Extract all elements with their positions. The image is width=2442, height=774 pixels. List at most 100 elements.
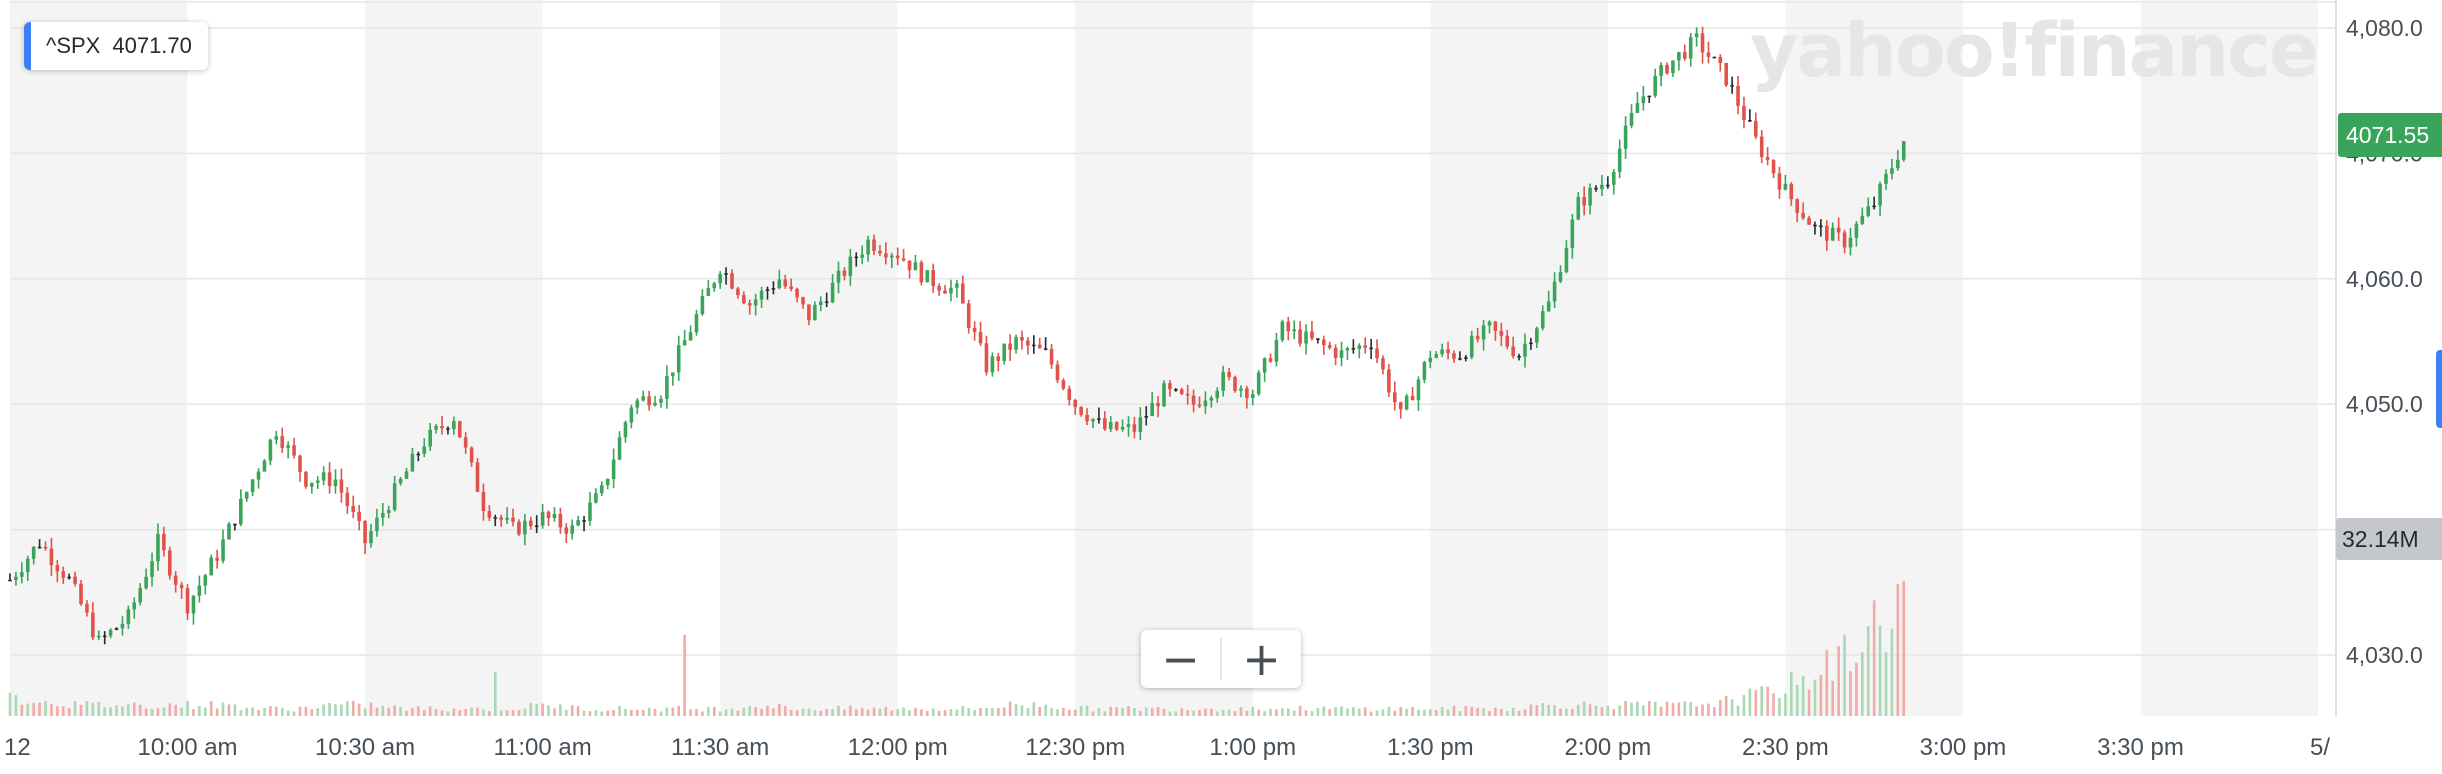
candle-body (801, 297, 805, 305)
candle-body (1759, 136, 1764, 158)
volume-bar (813, 710, 817, 716)
candle-body (167, 550, 172, 576)
candle-body (1310, 331, 1314, 339)
candle-body (1108, 422, 1113, 430)
candle-body (1292, 329, 1296, 332)
volume-bar (1281, 708, 1284, 716)
volume-bar (1819, 674, 1823, 716)
candle-body (907, 260, 912, 271)
candle-body (753, 299, 758, 306)
candle-body (1493, 321, 1498, 331)
volume-bar (387, 707, 391, 716)
candle-body (694, 314, 699, 333)
volume-bar (132, 702, 136, 716)
volume-bar (742, 708, 746, 716)
candle-body (1073, 400, 1078, 408)
volume-bar (1020, 705, 1024, 716)
volume-bar (458, 710, 462, 716)
volume-bar (973, 709, 976, 716)
candle-body (1126, 424, 1131, 427)
volume-bar (1790, 672, 1793, 716)
volume-bar (665, 707, 669, 716)
candle-body (1097, 418, 1101, 420)
candle-body (126, 609, 131, 624)
volume-bar (1423, 709, 1426, 716)
volume-bar (1872, 600, 1876, 716)
volume-bar (695, 708, 698, 716)
zoom-in-button[interactable]: + (1242, 632, 1281, 686)
candle-body (570, 525, 575, 534)
candle-body (617, 437, 622, 460)
volume-bar (1334, 707, 1337, 716)
volume-bar (340, 704, 343, 716)
volume-bar (79, 704, 83, 716)
candle-body (1641, 96, 1646, 104)
volume-bar (464, 709, 467, 716)
volume-bar (91, 702, 95, 716)
candle-body (250, 479, 255, 493)
volume-bar (1576, 704, 1580, 716)
ticker-badge[interactable]: ^SPX 4071.70 (24, 22, 208, 70)
candle-body (487, 511, 492, 518)
candle-body (1452, 353, 1456, 359)
candle-body (493, 517, 498, 519)
volume-bar (1286, 708, 1290, 716)
volume-bar (233, 704, 237, 716)
volume-bar (476, 707, 479, 716)
candle-body (966, 303, 971, 328)
volume-bar (1215, 711, 1219, 716)
candle-body (357, 512, 361, 521)
candle-body (682, 340, 687, 346)
candle-body (1393, 392, 1397, 403)
candle-body (878, 250, 882, 254)
candle-body (1304, 331, 1308, 344)
candle-body (304, 471, 308, 487)
candle-body (351, 506, 356, 513)
volume-bar (304, 706, 308, 716)
volume-bar (766, 705, 769, 716)
candle-body (611, 459, 616, 479)
volume-bar (1890, 628, 1894, 716)
candle-body (67, 576, 71, 579)
volume-bar (1002, 707, 1006, 716)
panel-resize-handle[interactable] (2436, 350, 2442, 428)
volume-bar (1624, 700, 1627, 716)
last-price-tag: 4071.55 (2338, 113, 2442, 157)
volume-bar (1174, 711, 1178, 716)
volume-bar (872, 707, 876, 716)
candle-body (659, 398, 663, 403)
volume-bar (1653, 701, 1657, 716)
volume-bar (1139, 710, 1142, 716)
candle-body (1848, 237, 1853, 248)
candle-body (1896, 159, 1900, 169)
candle-body (931, 270, 935, 287)
volume-bar (1251, 706, 1255, 716)
candle-body (1487, 321, 1492, 326)
price-axis-label: 4,080.0 (2346, 15, 2423, 41)
candle-body (1203, 400, 1208, 407)
candle-body (162, 533, 166, 551)
candle-body (1357, 345, 1362, 349)
time-axis-label: 10:00 am (137, 734, 237, 761)
candle-body (884, 253, 888, 258)
volume-bar (1588, 704, 1592, 716)
volume-bar (896, 709, 899, 716)
candle-body (605, 478, 610, 486)
volume-bar (38, 702, 41, 716)
candle-body (1274, 340, 1279, 362)
price-axis-label: 4,030.0 (2346, 642, 2423, 668)
candle-body (996, 356, 1001, 361)
volume-bar (375, 707, 379, 716)
volume-bar (1754, 690, 1758, 716)
candle-body (1765, 157, 1770, 161)
volume-bar (1784, 693, 1787, 716)
candle-body (1416, 379, 1421, 401)
zoom-out-button[interactable]: − (1161, 632, 1200, 686)
candle-body (1381, 358, 1385, 370)
candle-body (209, 557, 214, 576)
volume-bar (85, 701, 89, 716)
volume-bar (186, 701, 189, 716)
volume-bar (920, 709, 923, 716)
